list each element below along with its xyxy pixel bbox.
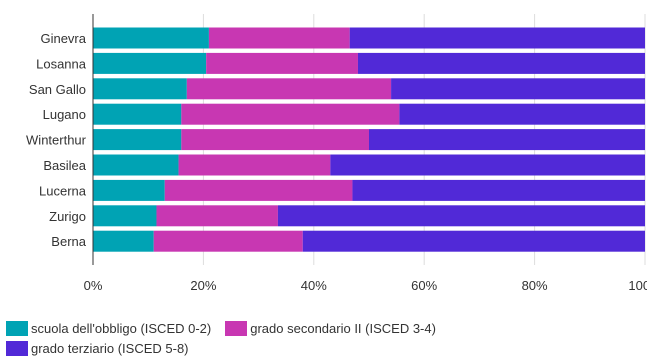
bar-segment <box>178 154 331 176</box>
bar-segment <box>156 205 278 227</box>
legend-row-2: grado terziario (ISCED 5-8) <box>6 338 636 358</box>
x-tick-labels: 0% 20% 40% 60% 80% 100% <box>84 278 647 293</box>
bar-segment <box>277 205 645 227</box>
category-label: Lugano <box>43 107 86 122</box>
legend-label-tertiary: grado terziario (ISCED 5-8) <box>31 340 189 356</box>
bar-segment <box>93 179 165 201</box>
bar-segment <box>93 103 182 125</box>
bar-segment <box>349 27 645 49</box>
category-label: Losanna <box>36 56 87 71</box>
bar-segment <box>93 230 154 252</box>
category-label: Ginevra <box>40 31 86 46</box>
category-label: Winterthur <box>26 133 87 148</box>
legend-row-1: scuola dell'obbligo (ISCED 0-2) grado se… <box>6 318 636 338</box>
bar-segment <box>206 52 358 74</box>
bar-segment <box>352 179 645 201</box>
category-label: Zurigo <box>49 209 86 224</box>
bar-segment <box>164 179 353 201</box>
bar-segment <box>181 129 369 151</box>
bar-segment <box>391 78 645 100</box>
category-label: San Gallo <box>29 82 86 97</box>
bar-segment <box>93 52 207 74</box>
legend-swatch-compulsory <box>6 320 28 336</box>
bar-segment <box>93 154 179 176</box>
legend-label-secondary: grado secondario II (ISCED 3-4) <box>250 320 436 336</box>
bar-segment <box>93 129 182 151</box>
x-tick-label: 100% <box>628 278 647 293</box>
bar-segment <box>153 230 303 252</box>
bars <box>93 27 645 252</box>
bar-segment <box>302 230 645 252</box>
bar-segment <box>330 154 645 176</box>
bar-segment <box>186 78 392 100</box>
category-labels: Ginevra Losanna San Gallo Lugano Winterthur B… <box>26 31 87 249</box>
bar-segment <box>208 27 350 49</box>
x-tick-label: 40% <box>301 278 327 293</box>
bar-segment <box>93 27 209 49</box>
legend-swatch-tertiary <box>6 340 28 356</box>
legend-item-compulsory: scuola dell'obbligo (ISCED 0-2) <box>6 320 212 336</box>
legend-label-compulsory: scuola dell'obbligo (ISCED 0-2) <box>31 320 212 336</box>
bar-segment <box>369 129 645 151</box>
bar-segment <box>93 205 157 227</box>
bar-segment <box>93 78 187 100</box>
legend: scuola dell'obbligo (ISCED 0-2) grado se… <box>6 318 636 358</box>
x-tick-label: 20% <box>190 278 216 293</box>
bar-segment <box>357 52 645 74</box>
x-tick-label: 60% <box>411 278 437 293</box>
bar-segment <box>399 103 645 125</box>
legend-item-secondary: grado secondario II (ISCED 3-4) <box>225 320 436 336</box>
category-label: Basilea <box>43 158 86 173</box>
category-label: Lucerna <box>39 183 87 198</box>
stacked-bar-chart: Ginevra Losanna San Gallo Lugano Winterthur B… <box>26 14 647 293</box>
x-tick-label: 80% <box>522 278 548 293</box>
x-tick-label: 0% <box>84 278 103 293</box>
category-label: Berna <box>51 234 86 249</box>
bar-segment <box>181 103 400 125</box>
legend-item-tertiary: grado terziario (ISCED 5-8) <box>6 340 189 356</box>
legend-swatch-secondary <box>225 320 248 336</box>
